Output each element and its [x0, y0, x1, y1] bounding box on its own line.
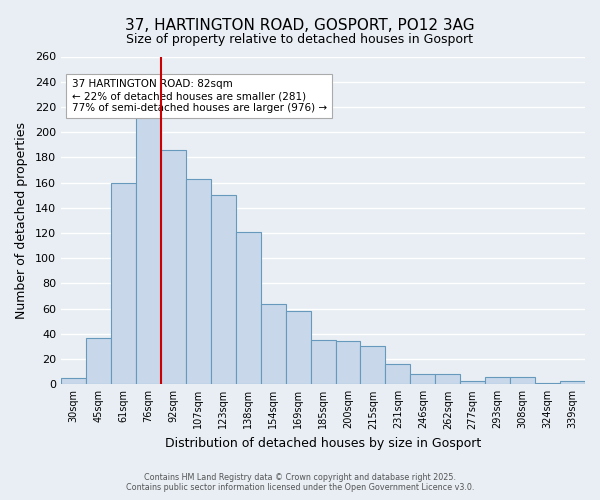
- Bar: [335, 342, 361, 384]
- X-axis label: Distribution of detached houses by size in Gosport: Distribution of detached houses by size …: [165, 437, 481, 450]
- Bar: [560, 380, 585, 384]
- Bar: [436, 374, 460, 384]
- Bar: [186, 179, 211, 384]
- Y-axis label: Number of detached properties: Number of detached properties: [15, 122, 28, 319]
- Bar: [460, 380, 485, 384]
- Bar: [410, 374, 436, 384]
- Text: 37 HARTINGTON ROAD: 82sqm
← 22% of detached houses are smaller (281)
77% of semi: 37 HARTINGTON ROAD: 82sqm ← 22% of detac…: [71, 80, 326, 112]
- Text: Contains HM Land Registry data © Crown copyright and database right 2025.
Contai: Contains HM Land Registry data © Crown c…: [126, 473, 474, 492]
- Bar: [311, 340, 335, 384]
- Bar: [485, 376, 510, 384]
- Bar: [535, 383, 560, 384]
- Bar: [260, 304, 286, 384]
- Bar: [111, 182, 136, 384]
- Bar: [86, 338, 111, 384]
- Bar: [236, 232, 260, 384]
- Bar: [510, 376, 535, 384]
- Text: 37, HARTINGTON ROAD, GOSPORT, PO12 3AG: 37, HARTINGTON ROAD, GOSPORT, PO12 3AG: [125, 18, 475, 32]
- Bar: [286, 311, 311, 384]
- Text: Size of property relative to detached houses in Gosport: Size of property relative to detached ho…: [127, 32, 473, 46]
- Bar: [385, 364, 410, 384]
- Bar: [161, 150, 186, 384]
- Bar: [61, 378, 86, 384]
- Bar: [361, 346, 385, 385]
- Bar: [211, 195, 236, 384]
- Bar: [136, 107, 161, 384]
